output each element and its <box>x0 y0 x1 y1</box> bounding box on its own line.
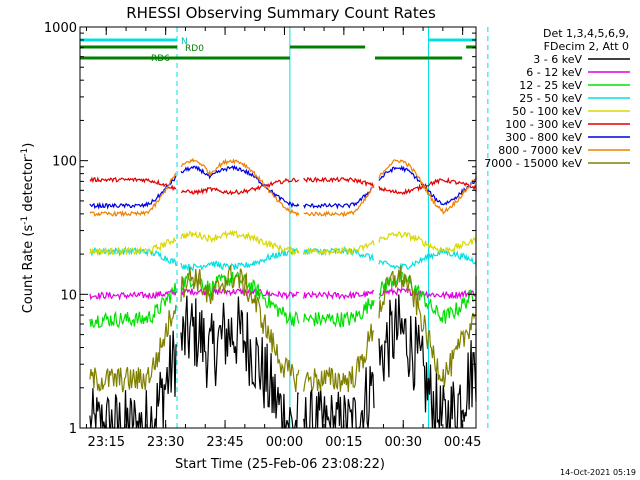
legend-label-0: 3 - 6 keV <box>533 53 582 66</box>
plot-frame <box>79 26 477 429</box>
flag-label-rd6: RD6 <box>151 54 170 64</box>
series-line-8 <box>89 265 477 393</box>
series-line-0 <box>89 294 477 429</box>
y-axis-label: Count Rate (s-1 detector-1) <box>20 143 36 314</box>
plot-area <box>79 27 489 429</box>
legend-header-line-2: FDecim 2, Att 0 <box>544 40 629 53</box>
legend-label-8: 7000 - 15000 keV <box>484 157 582 170</box>
series-line-6 <box>89 164 477 210</box>
y-tick-label: 1 <box>69 422 77 437</box>
legend-label-7: 800 - 7000 keV <box>498 144 582 157</box>
axes: 1 10 100 1000 23:15 23:30 23:45 00:00 00:15 00:30… <box>44 21 481 450</box>
legend-label-4: 50 - 100 keV <box>512 105 582 118</box>
legend-label-2: 12 - 25 keV <box>519 79 582 92</box>
legend-header-line-1: Det 1,3,4,5,6,9, <box>543 27 629 40</box>
x-tick-label: 23:30 <box>147 435 184 450</box>
generation-timestamp: 14-Oct-2021 05:19 <box>560 468 636 477</box>
y-tick-label: 10 <box>60 288 77 303</box>
flag-label-rd0: RD0 <box>185 44 204 54</box>
flag-label-n: N <box>181 37 188 47</box>
y-tick-label: 100 <box>52 155 77 170</box>
series-line-7 <box>89 157 477 218</box>
legend-label-1: 6 - 12 keV <box>526 66 582 79</box>
x-tick-label: 23:45 <box>206 435 243 450</box>
legend-label-6: 300 - 800 keV <box>505 131 582 144</box>
legend-label-5: 100 - 300 keV <box>505 118 582 131</box>
legend: Det 1,3,4,5,6,9, FDecim 2, Att 0 3 - 6 k… <box>484 27 630 170</box>
x-tick-label: 00:15 <box>325 435 362 450</box>
y-tick-label: 1000 <box>44 21 77 36</box>
series-line-5 <box>89 176 477 196</box>
series-line-4 <box>89 229 477 257</box>
x-tick-label: 00:30 <box>385 435 422 450</box>
series-line-1 <box>89 286 477 301</box>
x-tick-label: 00:45 <box>444 435 481 450</box>
legend-label-3: 25 - 50 keV <box>519 92 582 105</box>
chart-title: RHESSI Observing Summary Count Rates <box>126 4 436 22</box>
x-tick-label: 23:15 <box>88 435 125 450</box>
x-axis-label: Start Time (25-Feb-06 23:08:22) <box>175 457 385 472</box>
x-tick-label: 00:00 <box>266 435 303 450</box>
